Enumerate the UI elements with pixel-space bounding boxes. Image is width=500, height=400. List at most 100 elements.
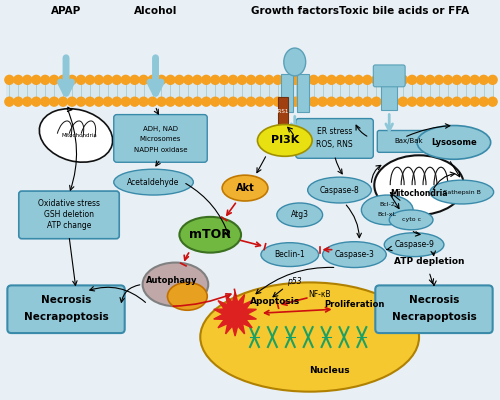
Ellipse shape [417,126,490,159]
Circle shape [202,97,210,106]
Text: Toxic bile acids or FFA: Toxic bile acids or FFA [339,6,469,16]
Circle shape [345,97,354,106]
Text: Caspase-3: Caspase-3 [334,250,374,259]
Text: p53: p53 [288,277,302,286]
Circle shape [68,97,76,106]
Text: NF-κB: NF-κB [308,290,331,299]
Circle shape [292,97,300,106]
Text: Proliferation: Proliferation [324,300,384,309]
Bar [6,80,494,102]
Bar [278,97,288,126]
Circle shape [238,75,246,84]
Ellipse shape [168,282,207,310]
Polygon shape [214,292,256,336]
Circle shape [112,75,121,84]
Circle shape [354,75,363,84]
Circle shape [175,97,184,106]
Bar [296,74,308,112]
FancyBboxPatch shape [376,286,492,333]
Circle shape [76,75,86,84]
Text: Microsomes: Microsomes [140,136,181,142]
Circle shape [300,75,309,84]
Ellipse shape [261,243,318,266]
Text: PI3K: PI3K [270,136,299,146]
Ellipse shape [200,282,419,392]
Text: NADPH oxidase: NADPH oxidase [134,147,187,153]
Circle shape [5,97,14,106]
Circle shape [479,97,488,106]
Circle shape [175,75,184,84]
Circle shape [40,75,50,84]
Circle shape [318,97,327,106]
Circle shape [345,75,354,84]
Circle shape [220,97,228,106]
Text: Mitochondria: Mitochondria [390,188,448,198]
Ellipse shape [362,195,413,225]
Circle shape [309,75,318,84]
Circle shape [327,97,336,106]
Circle shape [390,75,398,84]
Circle shape [32,75,40,84]
Text: Acetaldehyde: Acetaldehyde [128,178,180,187]
Circle shape [318,75,327,84]
Text: Necrapoptosis: Necrapoptosis [392,312,476,322]
Ellipse shape [222,175,268,201]
Circle shape [94,75,104,84]
Text: Necrapoptosis: Necrapoptosis [24,312,108,322]
Ellipse shape [374,155,464,215]
Circle shape [363,97,372,106]
Circle shape [327,75,336,84]
Text: Growth factors: Growth factors [251,6,339,16]
Circle shape [32,97,40,106]
Text: mTOR: mTOR [190,228,231,241]
Circle shape [193,97,202,106]
Circle shape [444,97,452,106]
Ellipse shape [308,177,372,203]
Circle shape [121,97,130,106]
Circle shape [381,75,390,84]
Text: GSH deletion: GSH deletion [44,210,94,219]
FancyBboxPatch shape [8,286,124,333]
Circle shape [112,97,121,106]
Circle shape [444,75,452,84]
Text: ATP depletion: ATP depletion [394,257,464,266]
Circle shape [104,75,112,84]
Circle shape [166,75,175,84]
Circle shape [292,75,300,84]
Circle shape [166,97,175,106]
Bar [281,74,293,112]
Circle shape [157,97,166,106]
FancyBboxPatch shape [296,118,374,158]
Circle shape [390,97,398,106]
Ellipse shape [389,210,433,230]
Text: Lysosome: Lysosome [431,138,476,147]
Circle shape [121,75,130,84]
Circle shape [14,75,23,84]
Text: cyto c: cyto c [402,217,420,222]
Circle shape [264,75,274,84]
Circle shape [479,75,488,84]
Circle shape [184,97,193,106]
Circle shape [14,97,23,106]
Circle shape [452,75,462,84]
Circle shape [408,97,416,106]
Text: Apoptosis: Apoptosis [250,297,300,306]
Circle shape [462,75,470,84]
FancyBboxPatch shape [19,191,119,239]
Circle shape [256,97,264,106]
Circle shape [193,75,202,84]
Circle shape [94,97,104,106]
Circle shape [372,97,381,106]
Text: Caspase-8: Caspase-8 [320,186,360,194]
Circle shape [139,97,148,106]
Text: Cathepsin B: Cathepsin B [443,190,481,194]
Circle shape [76,97,86,106]
Circle shape [148,75,157,84]
Text: Mitochondria: Mitochondria [61,133,97,138]
Circle shape [462,97,470,106]
FancyBboxPatch shape [374,65,405,87]
Circle shape [130,75,139,84]
Circle shape [86,97,94,106]
Circle shape [184,75,193,84]
Circle shape [470,97,479,106]
